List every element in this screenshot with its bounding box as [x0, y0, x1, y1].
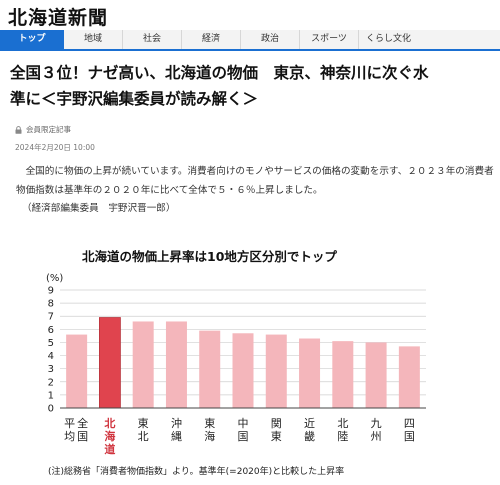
chart-title: 北海道の物価上昇率は10地方区分別でトップ — [82, 249, 337, 264]
y-tick-label: 5 — [48, 338, 54, 349]
x-tick-label: 国 — [238, 430, 249, 443]
bar-沖縄 — [165, 321, 187, 408]
y-tick-label: 2 — [48, 377, 54, 388]
x-tick-label: 東 — [204, 417, 215, 430]
x-tick-label: 全 — [77, 416, 88, 430]
y-tick-label: 7 — [48, 312, 54, 323]
article-body: 全国的に物価の上昇が続いています。消費者向けのモノやサービスの価格の変動を示す、… — [16, 163, 494, 219]
article-title: 全国３位！ナゼ高い、北海道の物価 東京、神奈川に次ぐ水 準に＜宇野沢編集委員が読… — [10, 60, 492, 112]
bar-九州 — [365, 342, 387, 408]
bar-東北 — [132, 321, 154, 408]
bar-近畿 — [299, 338, 321, 408]
x-tick-label: 北 — [138, 430, 149, 443]
x-tick-label: 近 — [304, 417, 315, 430]
x-tick-label: 四 — [404, 417, 415, 430]
nav-item-0[interactable]: トップ — [0, 30, 64, 49]
x-tick-label: 陸 — [337, 430, 348, 443]
x-tick-label: 畿 — [304, 429, 315, 443]
bar-東海 — [199, 330, 221, 408]
x-tick-label: 東 — [138, 417, 149, 430]
x-tick-label: 海 — [104, 429, 115, 443]
x-tick-label: 国 — [404, 430, 415, 443]
nav-item-3[interactable]: 経済 — [182, 30, 241, 49]
y-tick-label: 1 — [48, 390, 54, 401]
article-title-line2: 準に＜宇野沢編集委員が読み解く＞ — [10, 90, 259, 108]
member-only-label: 会員限定記事 — [15, 124, 71, 135]
x-tick-label: 縄 — [171, 429, 182, 443]
y-tick-label: 8 — [48, 299, 54, 310]
nav-item-5[interactable]: スポーツ — [300, 30, 359, 49]
x-tick-label: 北 — [104, 416, 115, 430]
x-tick-label: 州 — [371, 430, 382, 443]
masthead: 北海道新聞 — [0, 0, 500, 30]
bar-中国 — [232, 333, 254, 408]
y-tick-label: 9 — [48, 286, 54, 297]
article-paragraph: 全国的に物価の上昇が続いています。消費者向けのモノやサービスの価格の変動を示す、… — [16, 166, 494, 196]
x-tick-label: 沖 — [171, 417, 182, 430]
x-tick-label: 海 — [204, 429, 215, 443]
bar-北陸 — [332, 341, 354, 408]
bar-四国 — [398, 346, 420, 408]
x-tick-label: 関 — [271, 417, 282, 430]
nav-item-2[interactable]: 社会 — [123, 30, 182, 49]
x-tick-label: 中 — [238, 417, 249, 430]
y-axis-label: (%) — [46, 273, 63, 284]
chart-footnote: (注)総務省「消費者物価指数」より。基準年(=2020年)と比較した上昇率 — [48, 467, 345, 477]
nav-item-6[interactable]: くらし文化 — [365, 34, 411, 44]
bar-関東 — [265, 334, 287, 408]
price-chart: 北海道の物価上昇率は10地方区分別でトップ (%) 0 1 2 3 4 5 6 7 8 9 全国平均北… — [30, 243, 460, 485]
nav-item-4[interactable]: 政治 — [241, 30, 300, 49]
article-title-line1: 全国３位！ナゼ高い、北海道の物価 東京、神奈川に次ぐ水 — [10, 64, 429, 82]
publish-date: 2024年2月20日 10:00 — [15, 143, 95, 152]
member-only-text: 会員限定記事 — [26, 125, 71, 134]
x-tick-label: 東 — [271, 430, 282, 443]
x-tick-label: 道 — [104, 442, 115, 456]
x-tick-label: 北 — [337, 417, 348, 430]
x-tick-label: 平 — [64, 417, 75, 430]
y-tick-label: 6 — [48, 325, 54, 336]
article-byline: （経済部編集委員 宇野沢晋一郎） — [22, 203, 176, 214]
y-tick-label: 0 — [48, 404, 54, 415]
bar-全国平均 — [66, 334, 88, 408]
lock-icon — [15, 125, 22, 134]
site-logo[interactable]: 北海道新聞 — [8, 7, 109, 29]
x-tick-label: 九 — [371, 417, 382, 430]
bar-北海道 — [99, 317, 121, 409]
x-tick-label: 国 — [77, 430, 88, 443]
y-tick-label: 3 — [48, 364, 54, 375]
y-tick-label: 4 — [48, 351, 54, 362]
main-nav: トップ 地域 社会 経済 政治 スポーツ くらし文化 — [0, 30, 500, 51]
nav-item-1[interactable]: 地域 — [64, 30, 123, 49]
x-tick-label: 均 — [64, 430, 75, 443]
